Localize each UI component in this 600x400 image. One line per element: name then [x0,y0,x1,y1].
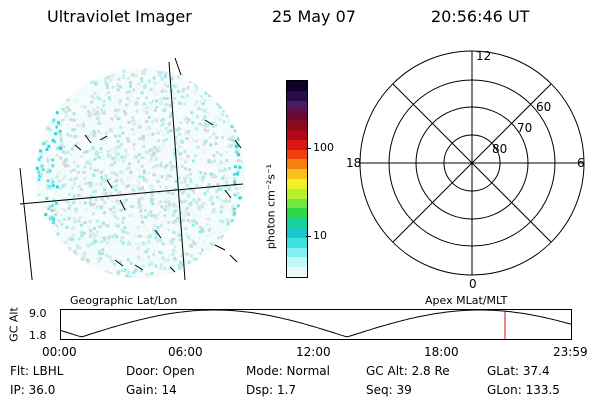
mlt-label-12: 12 [476,49,491,63]
lat-label-80: 80 [492,142,507,156]
lat-label-70: 70 [517,121,532,135]
timeline-xtick-1: 06:00 [168,345,203,359]
lat-label-60: 60 [536,100,551,114]
time-label: 20:56:46 UT [431,7,530,26]
mlt-label-18: 18 [346,156,361,170]
status-door: Door: Open [126,364,195,378]
altitude-timeline [60,309,572,340]
mlt-label-0: 0 [469,277,477,290]
timeline-ytick-high: 9.0 [29,307,47,320]
colorbar-tick-mark-100 [306,148,311,149]
status-filter: Flt: LBHL [10,364,64,378]
timeline-ytick-low: 1.8 [29,329,47,342]
status-gain: Gain: 14 [126,383,177,397]
color-bar [286,80,308,278]
timeline-xtick-2: 12:00 [296,345,331,359]
timeline-xtick-4: 23:59 [553,345,588,359]
colorbar-unit-label: photon cm⁻²s⁻¹ [264,163,278,250]
timeline-xtick-3: 18:00 [424,345,459,359]
status-dsp: Dsp: 1.7 [246,383,297,397]
timeline-left-caption: Geographic Lat/Lon [70,294,178,307]
timeline-axis-label: GC Alt [7,307,21,342]
mlt-label-6: 6 [577,156,585,170]
timeline-right-caption: Apex MLat/MLT [425,294,508,307]
status-seq: Seq: 39 [366,383,412,397]
date-label: 25 May 07 [272,7,356,26]
instrument-title: Ultraviolet Imager [47,7,192,26]
colorbar-tick-10: 10 [313,229,327,242]
status-glat: GLat: 37.4 [487,364,550,378]
colorbar-tick-100: 100 [313,141,334,154]
status-glon: GLon: 133.5 [487,383,560,397]
lat-lon-grid [19,57,244,280]
status-mode: Mode: Normal [246,364,330,378]
colorbar-tick-mark-10 [306,236,311,237]
uv-earth-image [19,57,245,280]
timeline-xtick-0: 00:00 [42,345,77,359]
polar-plot: 12 18 6 0 60 70 80 [346,49,585,290]
status-ip: IP: 36.0 [10,383,56,397]
status-gc-alt: GC Alt: 2.8 Re [366,364,450,378]
